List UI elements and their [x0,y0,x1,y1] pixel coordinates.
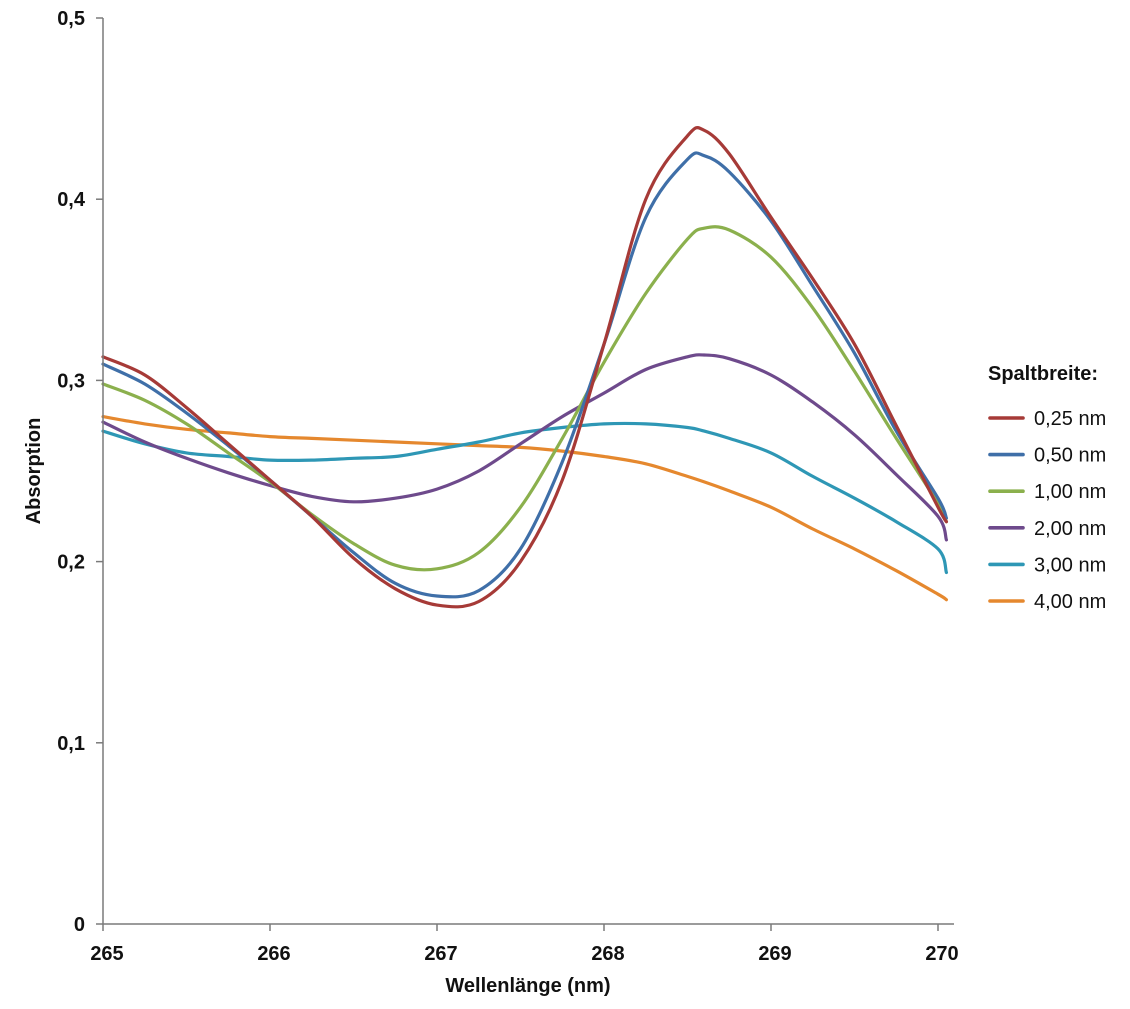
y-tick-label: 0,3 [57,370,85,392]
x-tick-label: 269 [758,943,791,965]
legend: Spaltbreite: 0,25 nm 0,50 nm 1,00 nm 2,00 n… [988,363,1106,613]
series-line-4 [101,353,948,542]
series-line-3 [101,225,948,572]
x-tick-label: 270 [925,943,958,965]
legend-label: 0,25 nm [1034,408,1106,430]
x-tick-label: 268 [591,943,624,965]
series-line-2 [101,151,948,599]
y-axis-ticks: 0 0,1 0,2 0,3 0,4 0,5 [57,8,103,936]
legend-label: 0,50 nm [1034,445,1106,467]
series-line-6 [101,415,948,602]
x-axis-ticks: 265 266 267 268 269 270 [90,924,959,965]
x-axis-title: Wellenlänge (nm) [445,975,610,997]
series-line-5 [101,421,948,575]
x-tick-label: 267 [424,943,457,965]
y-tick-label: 0,1 [57,733,85,755]
series-lines [101,126,948,609]
legend-label: 2,00 nm [1034,518,1106,540]
x-tick-label: 266 [257,943,290,965]
series-line-1 [101,126,948,609]
legend-title: Spaltbreite: [988,363,1098,385]
y-tick-label: 0,4 [57,189,86,211]
y-tick-label: 0 [74,914,85,936]
legend-items: 0,25 nm 0,50 nm 1,00 nm 2,00 nm 3,00 nm 4,00 … [988,408,1106,613]
y-axis-title: Absorption [23,418,45,525]
plot-area: 0 0,1 0,2 0,3 0,4 0,5 265 266 267 268 269 270 [57,8,959,965]
y-tick-label: 0,2 [57,552,85,574]
legend-label: 3,00 nm [1034,554,1106,576]
legend-label: 1,00 nm [1034,481,1106,503]
x-tick-label: 265 [90,943,123,965]
y-tick-label: 0,5 [57,8,85,30]
legend-label: 4,00 nm [1034,591,1106,613]
